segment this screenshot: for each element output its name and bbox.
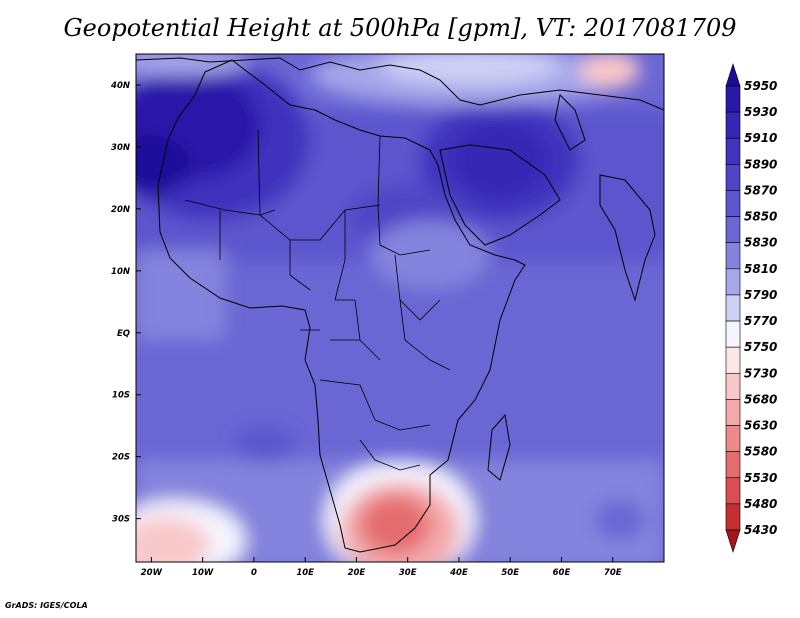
colorbar-label: 5530 [744,471,777,485]
country-borders [184,129,451,471]
colorbar-segment [725,190,741,217]
map-axes: 20W 10W 0 10E 20E 30E 40E 50E 60E 70E 40N 30N 20N 10N… [110,81,622,578]
colorbar-label: 5950 [744,79,777,93]
colorbar-label: 5830 [744,236,777,250]
colorbar-segment [725,477,741,505]
colorbar-segment [725,216,741,244]
lon-tick-label: 10W [192,568,214,578]
lon-tick-label: 50E [501,568,519,578]
colorbar-segment [725,372,741,400]
lon-tick-label: 40E [449,568,468,578]
colorbar-label: 5750 [744,340,777,354]
colorbar-segment [725,111,741,139]
field-arabia-core [455,125,545,195]
field-west-tropics [136,250,226,340]
africa-coastline [157,59,526,553]
lon-tick-label: 20W [141,568,163,578]
colorbar-label: 5630 [744,419,777,433]
colorbar-segment [725,503,741,531]
lat-tick-label: 20N [111,205,130,215]
credit-label: GrADS: IGES/COLA [5,601,88,610]
lat-tick-label: 20S [112,453,130,463]
colorbar-label: 5810 [744,262,777,276]
lat-tick-label: EQ [117,329,130,339]
map-frame [135,53,665,563]
colorbar-label: 5790 [744,288,777,302]
field-indian-high [595,500,645,540]
colorbar-segment [725,85,741,113]
colorbar-label: 5430 [744,523,777,537]
lon-tick-label: 30E [399,568,417,578]
field-sa-trough-core [360,495,430,555]
madagascar-coast [487,413,511,481]
lat-tick-label: 40N [110,81,130,91]
lon-tick-label: 60E [553,568,571,578]
lon-tick-label: 70E [604,568,622,578]
lat-tick-label: 30N [111,143,130,153]
europe-coast [136,57,664,111]
colorbar-label: 5680 [744,392,777,406]
colorbar-segment [725,320,741,348]
india-coast [599,174,656,302]
colorbar-label: 5910 [744,131,777,145]
colorbar-label: 5850 [744,210,777,224]
lat-tick-label: 30S [112,515,130,525]
colorbar-label: 5730 [744,366,777,380]
colorbar-segment [725,268,741,296]
colorbar-segment [725,294,741,322]
chart-title: Geopotential Height at 500hPa [gpm], VT:… [63,14,737,42]
height-field [136,54,664,562]
colorbar-segment [725,63,741,87]
lon-tick-label: 0 [251,568,257,578]
field-horn [370,220,490,290]
lon-tick-label: 10E [296,568,314,578]
field-caspian-low [580,54,640,88]
field-iberia [136,54,250,76]
field-sahara-max [136,135,190,195]
colorbar-segment [725,242,741,270]
field-med-trough [380,54,560,84]
colorbar-segment [725,399,741,426]
colorbar-label: 5580 [744,445,777,459]
caspian-coast [554,93,586,151]
lat-tick-label: 10S [112,391,130,401]
colorbar-segment [725,346,741,374]
colorbar-segment [725,137,741,165]
colorbar-label: 5930 [744,105,777,119]
lat-tick-label: 10N [111,267,130,277]
colorbar-segment [725,164,741,191]
arabia-coast [439,144,561,246]
colorbar-label: 5890 [744,157,777,171]
colorbar-label: 5770 [744,314,777,328]
coastlines [136,57,664,553]
colorbar-segment [725,425,741,452]
colorbar-segment [725,529,741,553]
colorbar-label: 5870 [744,183,777,197]
colorbar-segment [725,451,741,479]
lon-tick-label: 20E [348,568,366,578]
colorbar-label: 5480 [744,497,777,511]
colorbar: 5950 5930 5910 5890 5870 5850 5830 5810 5790 5770… [725,63,777,553]
field-atlantic-high [235,427,295,463]
field-atl-trough [136,517,210,562]
